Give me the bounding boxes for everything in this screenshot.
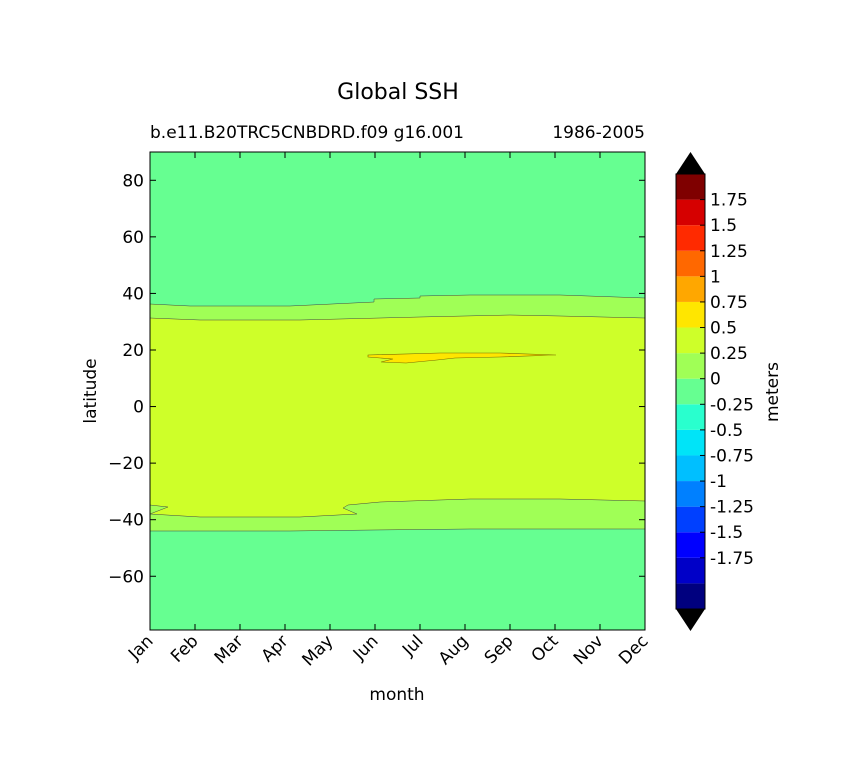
colorbar-tick-label: -1.5 (710, 523, 743, 543)
x-tick-label: Aug (435, 631, 473, 669)
colorbar-tick-label: 1.75 (710, 191, 748, 211)
x-tick-label: May (299, 631, 338, 670)
x-tick-label: Feb (167, 631, 202, 666)
contour-region-quarter-to-half (150, 314, 645, 518)
colorbar-tick-label: 0.75 (710, 293, 748, 313)
colorbar-bin (676, 250, 705, 277)
colorbar-tick-label: -0.5 (710, 421, 743, 441)
colorbar-tick-label: 1.5 (710, 216, 737, 236)
y-tick-label: −40 (108, 511, 144, 531)
colorbar-frame (675, 173, 706, 610)
colorbar-bin (676, 532, 705, 558)
colorbar-tick-label: -1 (710, 472, 727, 492)
colorbar-bin (676, 353, 705, 379)
plot-frame (149, 151, 646, 631)
contour-region-half-to-three-quarters (367, 352, 557, 364)
colorbar-tick-label: 1.25 (710, 242, 748, 262)
x-axis-label: month (369, 685, 424, 705)
x-tick-label: Oct (528, 631, 563, 666)
colorbar-extend-max (676, 152, 705, 174)
colorbar-bin (676, 481, 705, 507)
colorbar-tick-label: -0.25 (710, 395, 754, 415)
colorbar-bin (676, 583, 705, 609)
colorbar-tick-label: -0.75 (710, 446, 754, 466)
colorbar-bin (676, 404, 705, 430)
colorbar-bin (676, 199, 705, 226)
colorbar-bin (676, 506, 705, 533)
x-tick-label: Sep (481, 631, 518, 668)
x-tick-label: Apr (258, 631, 293, 666)
y-tick-label: 60 (122, 228, 144, 248)
y-tick-label: −60 (108, 567, 144, 587)
colorbar-tick-label: 0 (710, 370, 721, 390)
colorbar-tick-label: -1.25 (710, 498, 754, 518)
colorbar: 1.75 1.5 1.25 1 0.75 0.5 0.25 0 -0.25 -0.5 -0.75 -1… (675, 152, 754, 631)
x-tick-label: Nov (570, 631, 608, 669)
y-tick-label: 80 (122, 171, 144, 191)
x-tick-label: Mar (211, 631, 248, 668)
chart-subtitle-right: 1986-2005 (552, 123, 645, 143)
colorbar-tick-label: 0.25 (710, 344, 748, 364)
y-tick-label: 20 (122, 341, 144, 361)
x-tick-label: Jul (398, 631, 427, 660)
y-tick-label: 40 (122, 284, 144, 304)
x-tick-label: Jan (124, 631, 157, 664)
plot-area (150, 152, 645, 630)
colorbar-bin (676, 225, 705, 251)
y-axis-label: latitude (81, 358, 101, 423)
chart-subtitle-left: b.e11.B20TRC5CNBDRD.f09 g16.001 (150, 123, 464, 143)
colorbar-extend-min (676, 609, 705, 631)
y-axis: 80 60 40 20 0 −20 −40 −60 (108, 171, 645, 587)
colorbar-bin (676, 301, 705, 328)
y-tick-label: 0 (133, 398, 144, 418)
colorbar-bin (676, 276, 705, 302)
x-tick-label: Jun (349, 631, 383, 665)
y-tick-label: −20 (108, 454, 144, 474)
colorbar-tick-label: 1 (710, 267, 721, 287)
x-tick-label: Dec (615, 631, 652, 668)
colorbar-bin (676, 378, 705, 405)
colorbar-bin (676, 455, 705, 482)
colorbar-bin (676, 429, 705, 456)
colorbar-tick-label: 0.5 (710, 319, 737, 339)
colorbar-bin (676, 174, 705, 200)
colorbar-label: meters (763, 362, 783, 422)
colorbar-tick-label: -1.75 (710, 549, 754, 569)
colorbar-bin (676, 557, 705, 584)
chart-title: Global SSH (337, 80, 459, 105)
colorbar-bin (676, 327, 705, 354)
